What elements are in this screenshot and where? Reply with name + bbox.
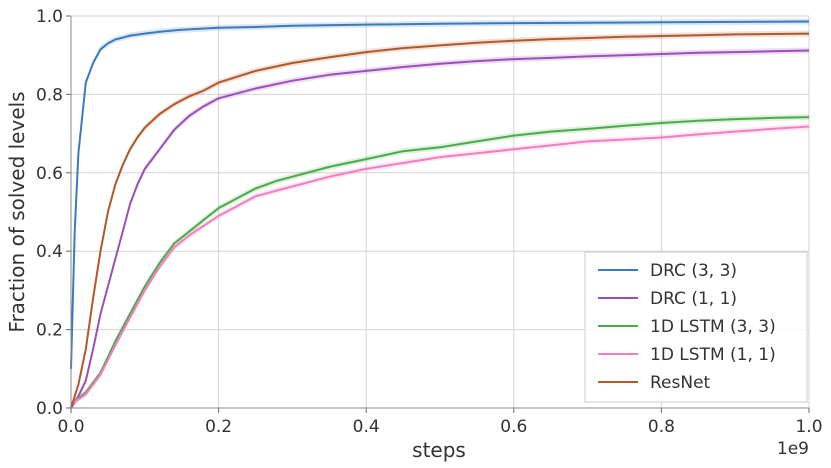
- legend-label: DRC (1, 1): [650, 289, 737, 309]
- legend: DRC (3, 3) DRC (1, 1) 1D LSTM (3, 3) 1D LST…: [584, 251, 808, 403]
- axes: 0.0 0.2 0.4 0.6 0.8 1.0 0.0 0.2 0.4 0.6 0.8 1.0: [36, 7, 823, 437]
- series-line: [70, 116, 810, 405]
- series-band: [71, 123, 809, 408]
- y-tick-label: 0.0: [36, 399, 63, 419]
- series-band: [71, 114, 809, 408]
- x-axis-label: steps: [412, 438, 466, 462]
- x-tick-label: 0.4: [353, 417, 380, 437]
- series-line: [70, 32, 810, 409]
- y-tick-label: 0.8: [36, 85, 63, 105]
- x-tick-label: 0.8: [648, 417, 675, 437]
- x-tick-label: 0.0: [57, 417, 84, 437]
- y-tick-label: 1.0: [36, 7, 63, 27]
- legend-label: DRC (3, 3): [650, 261, 737, 281]
- legend-label: ResNet: [650, 373, 711, 393]
- series-line: [70, 20, 810, 369]
- x-scale-label: 1e9: [777, 439, 809, 459]
- series-line: [70, 49, 810, 409]
- legend-label: 1D LSTM (1, 1): [650, 345, 776, 365]
- x-tick-label: 0.6: [500, 417, 527, 437]
- y-tick-label: 0.6: [36, 164, 63, 184]
- y-axis-label: Fraction of solved levels: [5, 91, 29, 332]
- y-tick-label: 0.4: [36, 242, 63, 262]
- y-tick-label: 0.2: [36, 321, 63, 341]
- legend-label: 1D LSTM (3, 3): [650, 317, 776, 337]
- legend-items: DRC (3, 3) DRC (1, 1) 1D LSTM (3, 3) 1D LST…: [598, 261, 776, 393]
- x-tick-label: 1.0: [795, 417, 822, 437]
- series-lines: [70, 18, 810, 411]
- x-tick-label: 0.2: [205, 417, 232, 437]
- series-line: [70, 125, 810, 405]
